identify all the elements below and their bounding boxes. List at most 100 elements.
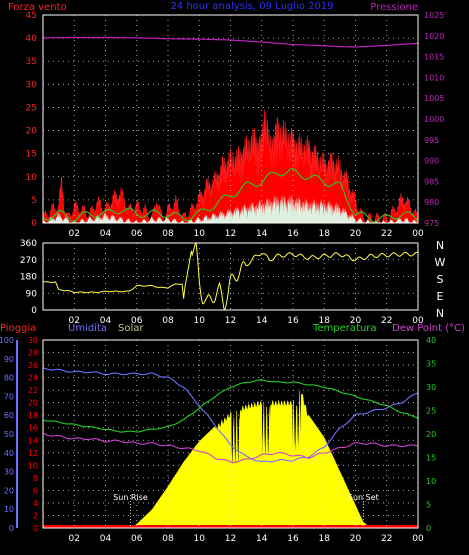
- wind-tick-label: 20: [26, 127, 38, 137]
- x-tick-label: 08: [162, 534, 174, 544]
- x-tick-label: 02: [69, 229, 80, 239]
- wind-tick-label: 25: [26, 103, 37, 113]
- direction-tick-label: 90: [26, 289, 38, 299]
- wind-tick-label: 45: [26, 11, 37, 21]
- x-tick-label: 06: [131, 534, 143, 544]
- x-tick-label: 00: [412, 534, 424, 544]
- solar-axis-label: Solar: [118, 323, 144, 334]
- humidity-temperature-panel: 0102030405060708090100024681012141618202…: [0, 336, 436, 544]
- wind-tick-label: 30: [26, 80, 38, 90]
- x-tick-label: 18: [319, 229, 331, 239]
- temperature-tick-label: 15: [426, 454, 436, 463]
- wind-tick-label: 10: [26, 173, 38, 183]
- x-tick-label: 20: [350, 316, 362, 326]
- temperature-tick-label: 0: [426, 524, 431, 533]
- x-tick-label: 10: [194, 316, 206, 326]
- dewpoint-line: [42, 432, 419, 464]
- x-tick-label: 06: [131, 229, 143, 239]
- x-tick-label: 02: [69, 534, 80, 544]
- rain-tick-label: 30: [28, 336, 38, 345]
- rain-tick-label: 12: [28, 449, 38, 458]
- rain-tick-label: 6: [33, 486, 38, 495]
- humidity-tick-label: 100: [0, 336, 14, 345]
- direction-tick-label: 0: [31, 306, 37, 316]
- rain-tick-label: 0: [33, 524, 38, 533]
- pressure-axis-label: Pressione: [370, 2, 418, 13]
- pressure-tick-label: 985: [424, 177, 439, 186]
- rain-tick-label: 10: [28, 461, 38, 470]
- rain-tick-label: 8: [33, 474, 38, 483]
- pressure-tick-label: 1010: [424, 73, 444, 82]
- x-tick-label: 18: [319, 316, 331, 326]
- rain-tick-label: 14: [28, 436, 38, 445]
- pressure-tick-label: 1000: [424, 115, 444, 124]
- rain-tick-label: 4: [33, 499, 38, 508]
- x-tick-label: 00: [412, 229, 424, 239]
- pressure-tick-label: 995: [424, 136, 439, 145]
- pressure-tick-label: 975: [424, 219, 439, 228]
- rain-tick-label: 22: [28, 386, 38, 395]
- rain-tick-label: 28: [28, 349, 38, 358]
- temperature-tick-label: 20: [426, 430, 436, 439]
- rain-bar: [43, 525, 418, 528]
- temperature-tick-label: 5: [426, 501, 431, 510]
- temperature-tick-label: 25: [426, 407, 436, 416]
- direction-tick-label: 270: [20, 256, 37, 266]
- x-tick-label: 22: [381, 534, 392, 544]
- rain-tick-label: 26: [28, 361, 38, 370]
- humidity-tick-label: 60: [4, 411, 14, 420]
- dewpoint-axis-label: Dew Point (°C): [392, 323, 465, 334]
- pressure-tick-label: 1025: [424, 11, 444, 20]
- compass-label: W: [435, 256, 446, 269]
- pressure-tick-label: 990: [424, 157, 439, 166]
- wind-tick-label: 0: [31, 219, 37, 229]
- wind-tick-label: 15: [26, 150, 37, 160]
- rain-axis-label: Pioggia: [0, 323, 36, 334]
- wind-tick-label: 35: [26, 57, 37, 67]
- x-tick-label: 14: [256, 229, 268, 239]
- rain-tick-label: 16: [28, 424, 38, 433]
- direction-tick-label: 180: [20, 273, 37, 283]
- wind-direction-panel: 0 90 180 270 360 02 04 06 08 10 12 14 16 18 20 22 00: [20, 239, 424, 326]
- sunset-label: Sun Set: [348, 493, 379, 502]
- humidity-tick-label: 90: [4, 355, 14, 364]
- wind-tick-label: 40: [26, 34, 38, 44]
- humidity-tick-label: 80: [4, 374, 14, 383]
- humidity-tick-label: 70: [4, 392, 14, 401]
- temperature-line: [42, 379, 419, 433]
- x-tick-label: 06: [131, 316, 143, 326]
- rain-tick-label: 2: [33, 511, 38, 520]
- compass-label: E: [437, 290, 444, 303]
- x-tick-label: 22: [381, 316, 392, 326]
- wind-axis-label: Forza vento: [8, 2, 67, 13]
- x-tick-label: 22: [381, 229, 392, 239]
- x-tick-label: 10: [194, 229, 206, 239]
- temperature-tick-label: 35: [426, 360, 436, 369]
- humidity-tick-label: 0: [9, 524, 14, 533]
- sunrise-label: Sun Rise: [113, 493, 148, 502]
- compass-label: S: [437, 273, 444, 286]
- wind-pressure-panel: 0510152025303540459759809859909951000100…: [26, 11, 445, 239]
- rain-tick-label: 18: [28, 411, 38, 420]
- x-tick-label: 16: [287, 316, 299, 326]
- x-tick-label: 10: [194, 534, 206, 544]
- temperature-axis-label: Temperatura: [312, 323, 377, 334]
- x-tick-label: 08: [162, 229, 174, 239]
- x-tick-label: 12: [225, 316, 236, 326]
- compass-label: N: [436, 239, 444, 252]
- humidity-tick-label: 40: [4, 449, 14, 458]
- humidity-tick-label: 30: [4, 468, 14, 477]
- compass-label: N: [436, 307, 444, 320]
- solar-area: [128, 391, 372, 529]
- x-tick-label: 12: [225, 229, 236, 239]
- rain-tick-label: 20: [28, 399, 38, 408]
- rain-tick-label: 24: [28, 374, 38, 383]
- x-tick-label: 00: [412, 316, 424, 326]
- x-tick-label: 04: [100, 534, 112, 544]
- x-tick-label: 14: [256, 316, 268, 326]
- wind-direction-line: [42, 241, 419, 311]
- x-tick-label: 14: [256, 534, 268, 544]
- x-tick-label: 02: [69, 316, 80, 326]
- x-tick-label: 20: [350, 229, 362, 239]
